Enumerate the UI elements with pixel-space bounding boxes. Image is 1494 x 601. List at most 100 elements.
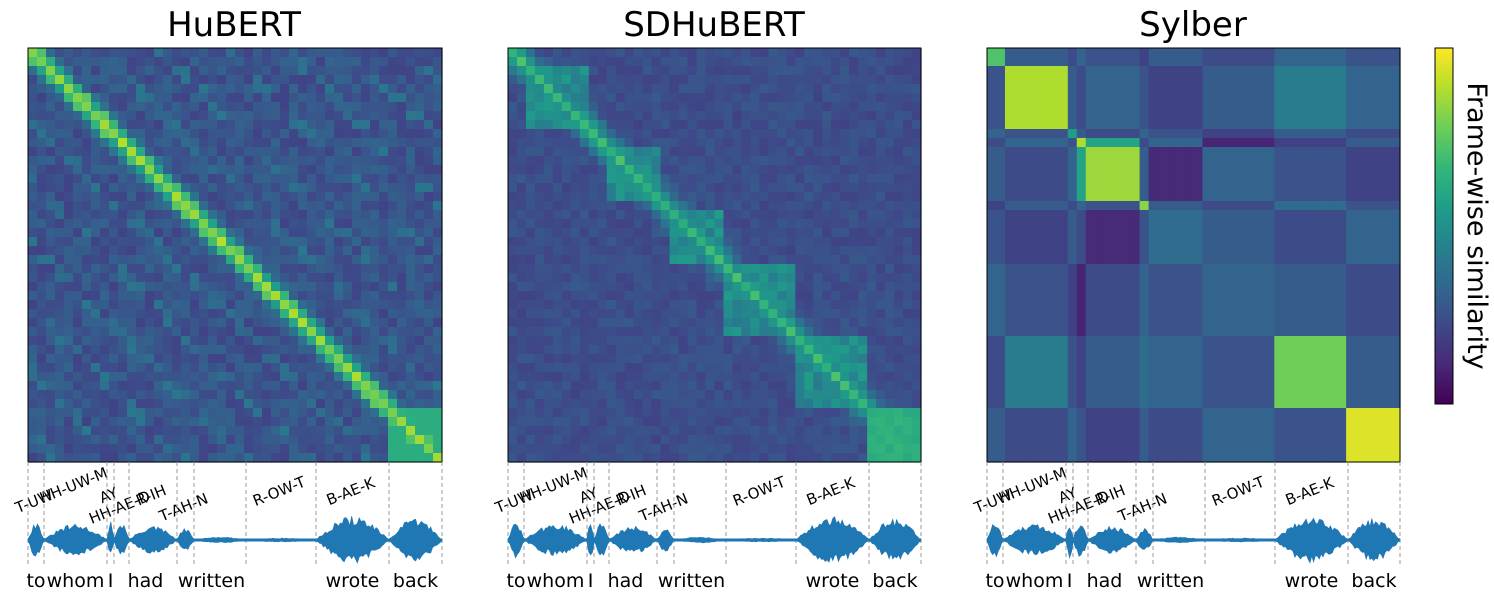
heatmap-cell (100, 354, 110, 364)
heatmap-cell (516, 453, 527, 463)
heatmap-cell (534, 93, 545, 103)
heatmap-cell (750, 138, 760, 148)
heatmap-cell (415, 84, 425, 94)
heatmap-cell (334, 318, 344, 328)
heatmap-cell (633, 282, 644, 292)
heatmap-cell (651, 336, 662, 346)
heatmap-cell (840, 147, 850, 157)
heatmap-cell (253, 165, 263, 175)
heatmap-cell (1112, 165, 1123, 175)
heatmap-cell (1364, 138, 1374, 148)
heatmap-cell (262, 309, 272, 319)
heatmap-cell (1013, 183, 1024, 193)
heatmap-cell (759, 291, 769, 301)
heatmap-cell (1013, 84, 1024, 94)
heatmap-cell (406, 201, 416, 211)
heatmap-cell (669, 300, 680, 310)
heatmap-cell (903, 93, 913, 103)
heatmap-cell (1229, 138, 1239, 148)
heatmap-cell (588, 345, 599, 355)
heatmap-cell (262, 444, 272, 454)
heatmap-cell (361, 138, 371, 148)
heatmap-cell (795, 417, 805, 427)
heatmap-cell (253, 102, 263, 112)
heatmap-cell (561, 336, 572, 346)
heatmap-cell (1184, 147, 1195, 157)
heatmap-cell (885, 300, 895, 310)
heatmap-cell (280, 408, 290, 418)
heatmap-cell (723, 138, 734, 148)
heatmap-cell (1175, 102, 1186, 112)
heatmap-cell (1373, 174, 1383, 184)
heatmap-cell (1175, 174, 1186, 184)
heatmap-cell (597, 264, 608, 274)
heatmap-cell (244, 435, 254, 445)
heatmap-cell (199, 111, 209, 121)
heatmap-cell (606, 309, 617, 319)
heatmap-cell (750, 174, 760, 184)
heatmap-cell (867, 183, 877, 193)
heatmap-cell (415, 363, 425, 373)
heatmap-cell (28, 93, 38, 103)
heatmap-cell (1148, 84, 1159, 94)
heatmap-cell (651, 363, 662, 373)
heatmap-cell (262, 363, 272, 373)
heatmap-cell (822, 246, 832, 256)
heatmap-cell (262, 372, 272, 382)
heatmap-cell (651, 291, 662, 301)
heatmap-cell (1013, 93, 1024, 103)
heatmap-cell (579, 147, 590, 157)
heatmap-cell (145, 111, 155, 121)
heatmap-cell (379, 354, 389, 364)
heatmap-cell (118, 201, 128, 211)
heatmap-cell (271, 174, 281, 184)
heatmap-cell (624, 120, 635, 130)
waveform (27, 462, 443, 565)
heatmap-cell (705, 201, 716, 211)
heatmap-cell (777, 183, 787, 193)
heatmap-cell (894, 246, 904, 256)
heatmap-cell (858, 444, 868, 454)
heatmap-cell (534, 219, 545, 229)
heatmap-cell (912, 381, 922, 391)
heatmap-cell (406, 453, 416, 463)
heatmap-cell (1301, 147, 1311, 157)
heatmap-cell (624, 156, 635, 166)
heatmap-cell (100, 210, 110, 220)
heatmap-cell (289, 318, 299, 328)
heatmap-cell (1364, 93, 1374, 103)
heatmap-cell (858, 174, 868, 184)
heatmap-cell (64, 426, 74, 436)
heatmap-cell (885, 93, 895, 103)
heatmap-cell (190, 120, 200, 130)
heatmap-cell (370, 93, 380, 103)
heatmap-cell (867, 165, 877, 175)
heatmap-cell (777, 255, 787, 265)
heatmap-cell (181, 273, 191, 283)
heatmap-cell (849, 183, 859, 193)
heatmap-cell (903, 84, 913, 94)
heatmap-cell (777, 300, 787, 310)
heatmap-cell (642, 381, 653, 391)
heatmap-cell (516, 75, 527, 85)
heatmap-cell (1202, 174, 1213, 184)
heatmap-cell (73, 318, 83, 328)
heatmap-cell (1211, 57, 1222, 67)
heatmap-cell (508, 264, 518, 274)
heatmap-cell (307, 300, 317, 310)
heatmap-cell (786, 246, 796, 256)
heatmap-cell (651, 309, 662, 319)
heatmap-cell (64, 354, 74, 364)
heatmap-cell (397, 426, 407, 436)
heatmap-cell (172, 93, 182, 103)
heatmap-cell (100, 237, 110, 247)
heatmap-cell (768, 381, 778, 391)
heatmap-cell (316, 372, 326, 382)
heatmap-cell (732, 129, 743, 139)
heatmap-cell (388, 165, 398, 175)
heatmap-cell (714, 417, 725, 427)
heatmap-cell (516, 174, 527, 184)
heatmap-cell (543, 264, 554, 274)
heatmap-cell (552, 156, 563, 166)
heatmap-cell (388, 390, 398, 400)
